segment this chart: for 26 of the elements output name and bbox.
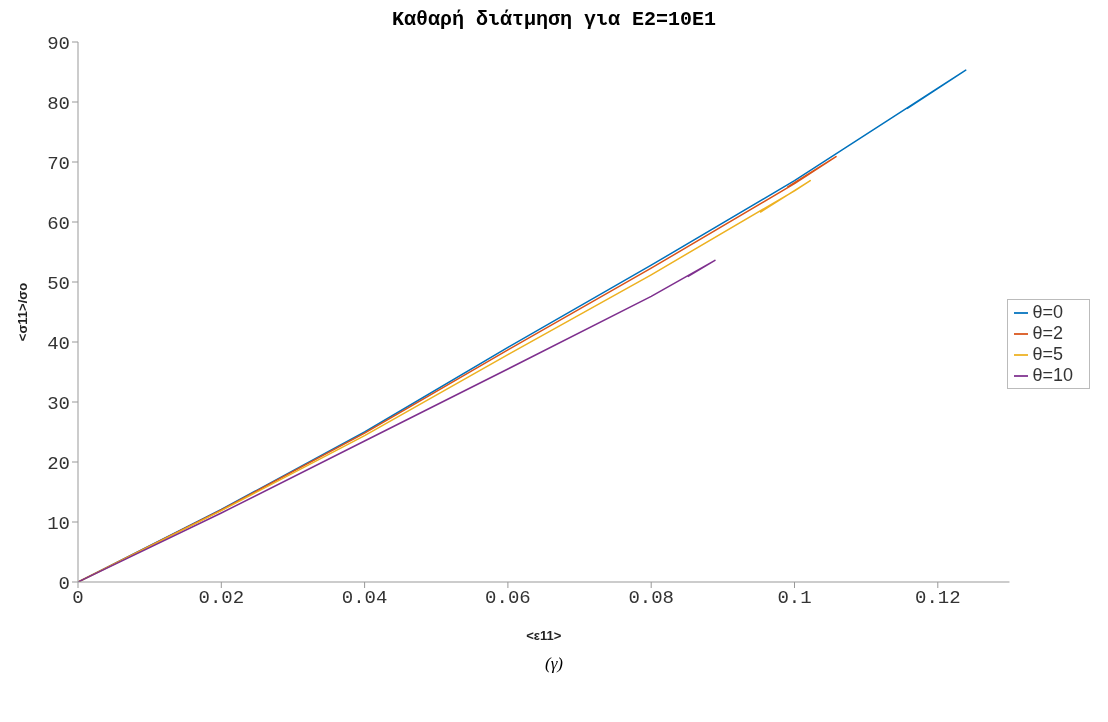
legend-label: θ=2 (1032, 323, 1063, 343)
y-tick-label: 60 (47, 212, 70, 235)
y-tick-label: 0 (58, 572, 70, 595)
y-tick-label: 80 (47, 92, 70, 115)
x-tick-label: 0.08 (628, 587, 675, 610)
x-tick-label: 0.02 (198, 587, 245, 610)
y-tick-label: 20 (47, 452, 70, 475)
x-axis-title: <ε11> (526, 628, 562, 643)
x-tick-label: 0 (72, 587, 84, 610)
x-tick-label: 0.04 (341, 587, 388, 610)
legend-label: θ=0 (1032, 302, 1063, 322)
y-tick-label: 50 (47, 272, 70, 295)
y-tick-label: 70 (47, 152, 70, 175)
chart-title: Καθαρή διάτμηση για E2=10E1 (390, 8, 718, 33)
legend-label: θ=5 (1032, 344, 1063, 364)
x-tick-label: 0.1 (777, 587, 812, 610)
y-axis-title: <σ11>/σο (14, 282, 30, 342)
y-tick-label: 30 (47, 392, 70, 415)
x-tick-label: 0.12 (915, 587, 961, 610)
y-tick-label: 90 (47, 32, 70, 55)
line-series (78, 259, 716, 582)
y-tick-label: 10 (47, 512, 70, 535)
text: (γ) (544, 654, 564, 674)
y-tick-label: 40 (47, 332, 70, 355)
legend-label: θ=10 (1032, 365, 1073, 385)
x-tick-label: 0.06 (485, 587, 531, 610)
